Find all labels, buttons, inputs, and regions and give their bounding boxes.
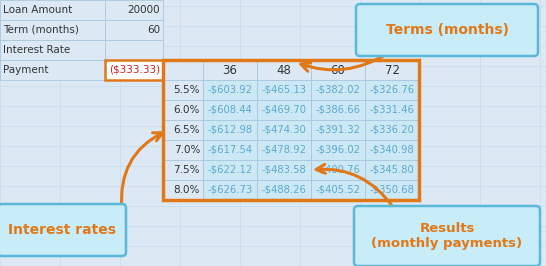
Text: -$345.80: -$345.80: [370, 165, 414, 175]
Bar: [257, 160, 311, 180]
Bar: [311, 60, 365, 80]
Bar: [365, 160, 419, 180]
Text: -$336.20: -$336.20: [370, 125, 414, 135]
Bar: [311, 180, 365, 200]
Bar: [163, 60, 419, 200]
Bar: [163, 80, 203, 100]
Text: Term (months): Term (months): [3, 25, 79, 35]
Text: 36: 36: [223, 64, 238, 77]
Text: -$483.58: -$483.58: [262, 165, 306, 175]
Text: -$340.98: -$340.98: [370, 145, 414, 155]
Text: -$612.98: -$612.98: [207, 125, 253, 135]
Text: Terms (months): Terms (months): [385, 23, 508, 37]
FancyBboxPatch shape: [354, 206, 540, 266]
Text: -$391.32: -$391.32: [316, 125, 360, 135]
Bar: [365, 140, 419, 160]
Text: -$474.30: -$474.30: [262, 125, 306, 135]
Bar: [203, 100, 257, 120]
Bar: [257, 80, 311, 100]
Text: -$326.76: -$326.76: [370, 85, 414, 95]
Text: -$488.26: -$488.26: [262, 185, 306, 195]
Bar: [203, 160, 257, 180]
Text: -$465.13: -$465.13: [262, 85, 306, 95]
Text: -$622.12: -$622.12: [207, 165, 253, 175]
Bar: [163, 160, 203, 180]
Text: Payment: Payment: [3, 65, 49, 75]
Text: -$405.52: -$405.52: [316, 185, 360, 195]
Text: 60: 60: [147, 25, 160, 35]
Bar: [203, 120, 257, 140]
Bar: [365, 180, 419, 200]
Bar: [365, 100, 419, 120]
Text: ($333.33): ($333.33): [109, 65, 160, 75]
Text: -$396.02: -$396.02: [316, 145, 360, 155]
Text: 6.0%: 6.0%: [174, 105, 200, 115]
Bar: [365, 60, 419, 80]
Text: -$617.54: -$617.54: [207, 145, 253, 155]
Text: 7.0%: 7.0%: [174, 145, 200, 155]
Text: 8.0%: 8.0%: [174, 185, 200, 195]
Bar: [163, 140, 203, 160]
Bar: [257, 60, 311, 80]
Bar: [163, 120, 203, 140]
Text: -$331.46: -$331.46: [370, 105, 414, 115]
Text: 48: 48: [277, 64, 292, 77]
Text: Loan Amount: Loan Amount: [3, 5, 72, 15]
Bar: [203, 60, 257, 80]
Text: 7.5%: 7.5%: [174, 165, 200, 175]
Text: -$608.44: -$608.44: [207, 105, 252, 115]
Bar: [163, 60, 203, 80]
Text: -$350.68: -$350.68: [370, 185, 414, 195]
Text: -$478.92: -$478.92: [262, 145, 306, 155]
Text: 20000: 20000: [127, 5, 160, 15]
Bar: [203, 80, 257, 100]
FancyBboxPatch shape: [0, 204, 126, 256]
Bar: [163, 180, 203, 200]
Text: Interest rates: Interest rates: [8, 223, 116, 237]
Bar: [105, 60, 163, 80]
Text: -$626.73: -$626.73: [207, 185, 253, 195]
Bar: [365, 80, 419, 100]
Text: 5.5%: 5.5%: [174, 85, 200, 95]
Text: 6.5%: 6.5%: [174, 125, 200, 135]
Bar: [0, 40, 105, 60]
Bar: [311, 120, 365, 140]
Bar: [311, 140, 365, 160]
Bar: [203, 180, 257, 200]
Bar: [311, 160, 365, 180]
Bar: [311, 80, 365, 100]
Bar: [257, 100, 311, 120]
Bar: [257, 180, 311, 200]
Text: 72: 72: [384, 64, 400, 77]
Text: 60: 60: [330, 64, 346, 77]
Text: -$382.02: -$382.02: [316, 85, 360, 95]
Bar: [105, 0, 163, 20]
Bar: [0, 0, 105, 20]
Bar: [105, 40, 163, 60]
Bar: [257, 120, 311, 140]
Bar: [0, 20, 105, 40]
Bar: [163, 100, 203, 120]
Bar: [203, 140, 257, 160]
Text: -$400.76: -$400.76: [316, 165, 360, 175]
Text: Results
(monthly payments): Results (monthly payments): [371, 222, 523, 250]
Bar: [311, 100, 365, 120]
Text: -$603.92: -$603.92: [207, 85, 252, 95]
Bar: [0, 60, 105, 80]
Bar: [365, 120, 419, 140]
Bar: [257, 140, 311, 160]
Text: -$386.66: -$386.66: [316, 105, 360, 115]
Text: -$469.70: -$469.70: [262, 105, 306, 115]
FancyBboxPatch shape: [356, 4, 538, 56]
Bar: [105, 20, 163, 40]
Text: Interest Rate: Interest Rate: [3, 45, 70, 55]
